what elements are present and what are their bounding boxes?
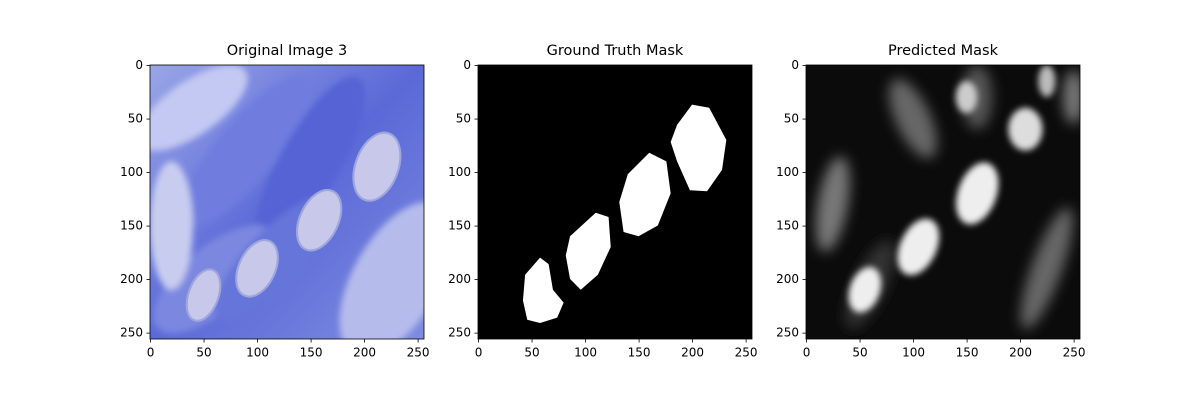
axes-frame <box>805 64 1081 340</box>
y-tick-label: 50 <box>456 112 471 126</box>
x-tick-label: 50 <box>852 346 867 360</box>
y-tick-label: 150 <box>448 219 471 233</box>
x-tick-label: 200 <box>353 346 376 360</box>
ground-truth-image <box>478 65 752 339</box>
y-tick-label: 200 <box>448 272 471 286</box>
chart-title: Ground Truth Mask <box>547 43 684 59</box>
x-tick-label: 150 <box>300 346 323 360</box>
x-tick-label: 0 <box>475 346 483 360</box>
y-tick-label: 250 <box>120 326 143 340</box>
y-tick-label: 50 <box>784 112 799 126</box>
x-tick-label: 100 <box>902 346 925 360</box>
y-tick-label: 200 <box>776 272 799 286</box>
y-tick-label: 100 <box>448 165 471 179</box>
x-tick-label: 50 <box>196 346 211 360</box>
y-tick-label: 200 <box>120 272 143 286</box>
x-tick-label: 0 <box>147 346 155 360</box>
y-tick-label: 100 <box>776 165 799 179</box>
x-tick-label: 250 <box>1063 346 1086 360</box>
y-tick-label: 150 <box>120 219 143 233</box>
x-tick-label: 150 <box>628 346 651 360</box>
x-tick-label: 250 <box>407 346 430 360</box>
original-image <box>150 65 424 339</box>
x-tick-label: 0 <box>803 346 811 360</box>
chart-title: Original Image 3 <box>227 43 348 59</box>
chart-title: Predicted Mask <box>888 43 999 59</box>
y-tick-label: 100 <box>120 165 143 179</box>
y-tick-label: 50 <box>128 112 143 126</box>
y-tick-label: 150 <box>776 219 799 233</box>
y-tick-label: 250 <box>776 326 799 340</box>
axes-frame <box>477 64 753 340</box>
x-tick-label: 250 <box>735 346 758 360</box>
x-tick-label: 50 <box>524 346 539 360</box>
x-tick-label: 100 <box>574 346 597 360</box>
x-tick-label: 100 <box>246 346 269 360</box>
y-tick-label: 0 <box>791 58 799 72</box>
y-tick-label: 0 <box>463 58 471 72</box>
x-tick-label: 200 <box>1009 346 1032 360</box>
axes-frame <box>149 64 425 340</box>
x-tick-label: 200 <box>681 346 704 360</box>
x-tick-label: 150 <box>956 346 979 360</box>
predicted-image <box>806 65 1080 339</box>
y-tick-label: 0 <box>135 58 143 72</box>
y-tick-label: 250 <box>448 326 471 340</box>
